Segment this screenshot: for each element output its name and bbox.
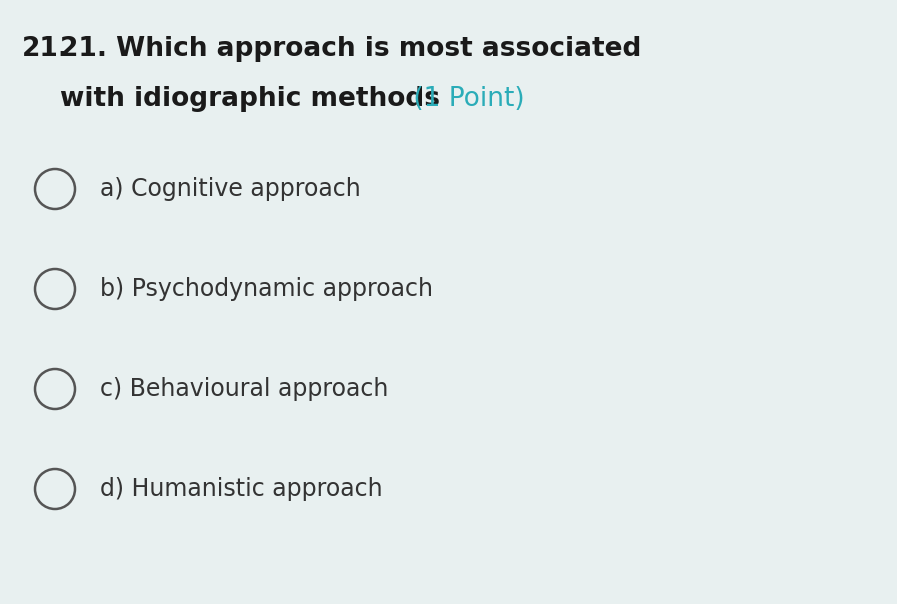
Text: c) Behavioural approach: c) Behavioural approach [100,377,388,401]
Text: a) Cognitive approach: a) Cognitive approach [100,177,361,201]
Text: 21.: 21. [22,36,69,62]
Text: d) Humanistic approach: d) Humanistic approach [100,477,383,501]
Text: (1 Point): (1 Point) [405,86,525,112]
Text: 21. Which approach is most associated: 21. Which approach is most associated [60,36,641,62]
Text: with idiographic methods: with idiographic methods [60,86,440,112]
Text: b) Psychodynamic approach: b) Psychodynamic approach [100,277,433,301]
